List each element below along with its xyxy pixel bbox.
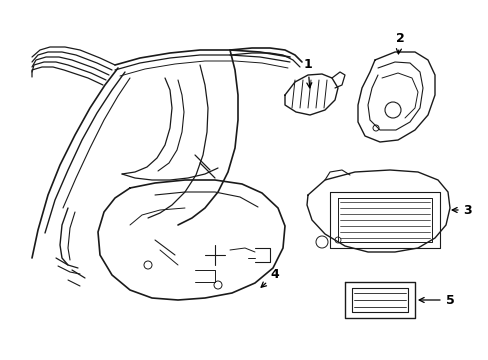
Text: 3: 3: [451, 203, 471, 216]
Text: 4: 4: [261, 269, 279, 287]
Text: 2: 2: [395, 31, 404, 54]
Text: 1: 1: [303, 58, 312, 88]
Text: 5: 5: [418, 293, 453, 306]
